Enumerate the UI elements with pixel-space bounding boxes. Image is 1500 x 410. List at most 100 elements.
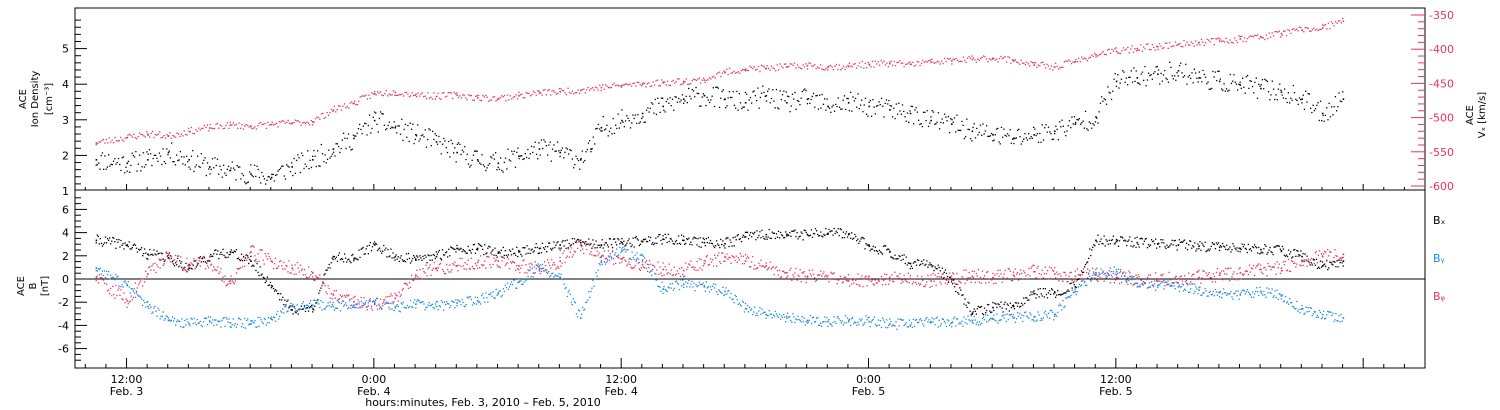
data-point <box>1284 255 1287 257</box>
data-point <box>857 65 859 67</box>
data-point <box>716 265 718 267</box>
data-point <box>583 88 585 90</box>
data-point <box>539 247 542 249</box>
velocity-tick-label: -450 <box>1429 77 1454 90</box>
data-point <box>245 183 247 185</box>
data-point <box>1141 282 1143 285</box>
data-point <box>300 308 302 311</box>
data-point <box>835 278 837 281</box>
data-point <box>573 250 576 252</box>
data-point <box>1180 62 1182 64</box>
data-point <box>1186 284 1189 286</box>
data-point <box>810 275 813 277</box>
data-point <box>1112 90 1114 92</box>
data-point <box>1328 267 1330 269</box>
data-point <box>1039 132 1041 135</box>
data-point <box>359 96 361 98</box>
data-point <box>136 170 138 172</box>
data-point <box>146 151 148 153</box>
data-point <box>1332 260 1334 262</box>
data-point <box>111 163 113 166</box>
data-point <box>1136 82 1139 84</box>
data-point <box>815 67 817 70</box>
data-point <box>301 303 303 305</box>
data-point <box>467 259 469 261</box>
data-point <box>1260 252 1262 254</box>
data-point <box>539 272 542 275</box>
data-point <box>379 247 381 249</box>
data-point <box>1269 246 1271 249</box>
data-point <box>964 282 966 284</box>
data-point <box>1136 277 1138 279</box>
data-point <box>1324 114 1327 116</box>
data-point <box>889 280 891 282</box>
data-point <box>464 146 466 148</box>
data-point <box>1015 302 1018 304</box>
data-point <box>218 320 220 322</box>
data-point <box>383 301 385 303</box>
data-point <box>204 317 207 320</box>
data-point <box>587 86 589 89</box>
data-point <box>413 255 415 257</box>
data-point <box>288 306 290 308</box>
data-point <box>747 238 750 240</box>
data-point <box>161 253 163 255</box>
data-point <box>1185 63 1187 65</box>
data-point <box>625 83 627 85</box>
data-point <box>438 263 441 266</box>
data-point <box>540 92 542 94</box>
data-point <box>945 61 947 63</box>
data-point <box>731 72 734 74</box>
data-point <box>465 158 467 161</box>
data-point <box>1182 76 1184 78</box>
data-point <box>386 301 388 303</box>
data-point <box>1295 266 1297 268</box>
data-point <box>1244 37 1246 39</box>
data-point <box>1076 279 1078 281</box>
data-point <box>1190 41 1192 43</box>
data-point <box>720 262 722 265</box>
data-point <box>1062 293 1064 295</box>
data-point <box>287 165 289 167</box>
data-point <box>485 94 487 96</box>
data-point <box>700 82 702 84</box>
data-point <box>580 244 582 246</box>
data-point <box>250 320 252 322</box>
data-point <box>724 255 726 258</box>
data-point <box>702 93 705 95</box>
data-point <box>189 325 191 327</box>
data-point <box>805 63 807 65</box>
data-point <box>1034 62 1037 64</box>
data-point <box>804 66 806 68</box>
data-point <box>707 99 709 101</box>
data-point <box>668 102 670 104</box>
data-point <box>267 175 269 178</box>
data-point <box>435 134 437 137</box>
data-point <box>1019 136 1021 138</box>
data-point <box>213 324 215 327</box>
data-point <box>933 269 935 272</box>
data-point <box>743 263 746 265</box>
data-point <box>1243 273 1245 275</box>
data-point <box>589 140 591 142</box>
data-point <box>649 85 651 88</box>
data-point <box>1197 81 1199 83</box>
data-point <box>779 276 782 278</box>
data-point <box>335 111 337 113</box>
data-point <box>513 252 515 255</box>
data-point <box>723 70 725 72</box>
data-point <box>501 95 503 97</box>
data-point <box>812 92 815 95</box>
data-point <box>1101 52 1103 54</box>
data-point <box>947 115 949 118</box>
data-point <box>429 305 431 307</box>
data-point <box>909 277 912 280</box>
data-point <box>317 116 320 119</box>
data-point <box>1263 267 1265 269</box>
data-point <box>364 303 366 305</box>
data-point <box>672 242 674 245</box>
data-point <box>310 120 312 122</box>
data-point <box>409 262 412 264</box>
data-point <box>329 157 331 159</box>
data-point <box>1309 30 1311 32</box>
